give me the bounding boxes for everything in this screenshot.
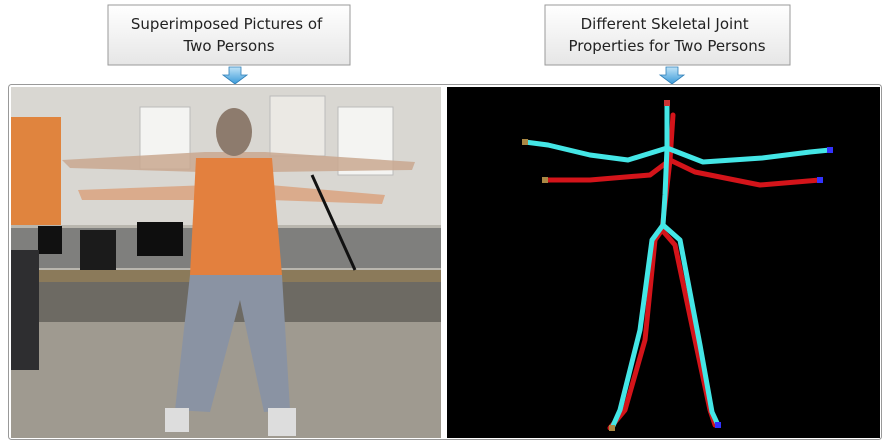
callout-box	[544, 4, 791, 66]
callout-line: Different Skeletal Joint	[581, 15, 749, 33]
callout-text: Superimposed Pictures of Two Persons	[131, 15, 327, 55]
arrow	[658, 66, 686, 85]
callout-line: Properties for Two Persons	[568, 37, 765, 55]
callout-box	[107, 4, 351, 66]
photo	[11, 87, 441, 438]
joints	[522, 100, 833, 431]
callout-text: Different Skeletal Joint Properties for …	[568, 15, 765, 55]
callout-line: Superimposed Pictures of	[131, 15, 323, 33]
arrow	[221, 66, 249, 85]
skeleton	[522, 100, 833, 431]
callout-line: Two Persons	[182, 37, 274, 55]
skeleton-panel	[447, 87, 880, 438]
skeleton-cyan	[522, 100, 833, 431]
